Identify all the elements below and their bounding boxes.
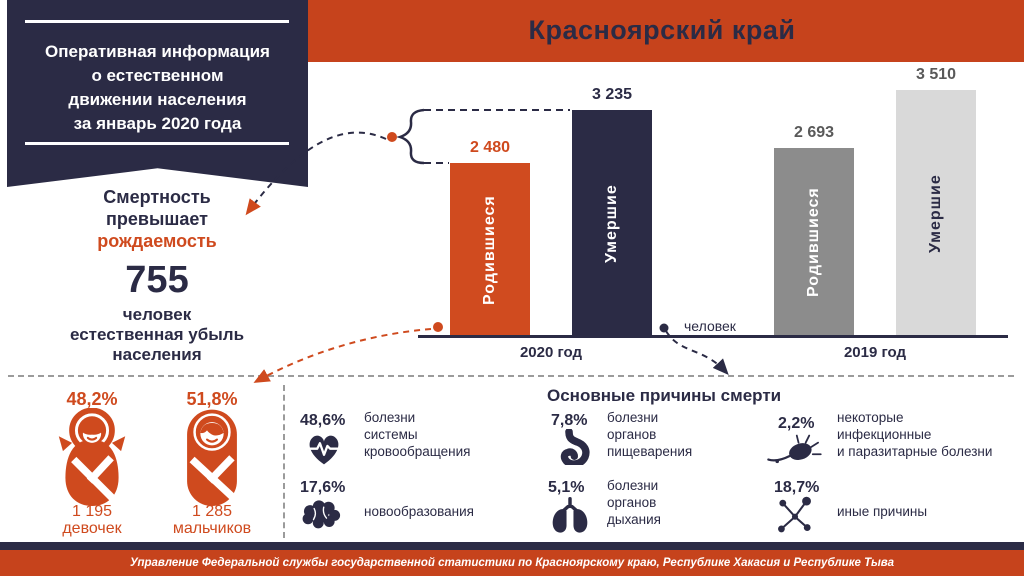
value-born-2019: 2 693: [793, 124, 835, 141]
cause-6-label: иные причины: [837, 504, 928, 519]
unit-label: человек: [684, 318, 736, 334]
girls-label: девочек: [62, 520, 122, 537]
value-died-2019: 3 510: [915, 66, 957, 83]
summary-highlight: рождаемость: [97, 231, 217, 251]
ribbon-text: Оперативная информация о естественном дв…: [45, 42, 270, 133]
boys-percent: 51,8%: [186, 389, 238, 409]
cause-3-percent: 7,8%: [551, 412, 588, 429]
chart-baseline: [418, 335, 1008, 338]
baby-girl-icon: [58, 408, 126, 506]
horizontal-divider: [8, 375, 1014, 377]
bar-died-2019-label: Умершие: [927, 174, 944, 253]
brain-icon: [302, 500, 341, 529]
cause-1-percent: 48,6%: [300, 412, 346, 429]
cause-5-percent: 2,2%: [778, 415, 815, 432]
heart-ecg-icon: [307, 435, 341, 465]
top-band: [300, 0, 1024, 62]
cause-3-label: болезни органов пищеварения: [607, 410, 693, 459]
bar-died-2020: Умершие: [572, 110, 652, 337]
microbe-icon: [767, 434, 822, 464]
year-2019-label: 2019 год: [843, 344, 907, 361]
girls-count: 1 195: [71, 503, 113, 520]
value-born-2020: 2 480: [469, 139, 511, 156]
summary-subtext: человек естественная убыль населения: [69, 305, 245, 364]
cause-4-label: болезни органов дыхания: [607, 478, 661, 527]
bar-died-2020-label: Умершие: [603, 184, 620, 263]
molecule-icon: [778, 496, 811, 533]
baby-boy-icon: [187, 409, 240, 506]
value-died-2020: 3 235: [591, 86, 633, 103]
bar-born-2019-label: Родившиеся: [805, 187, 822, 298]
info-ribbon: Оперативная информация о естественном дв…: [7, 0, 308, 187]
bar-born-2019: Родившиеся: [774, 148, 854, 337]
cause-6-percent: 18,7%: [774, 479, 820, 496]
stomach-icon: [560, 429, 590, 465]
causes-title: Основные причины смерти: [547, 386, 782, 405]
cause-1-label: болезни системы кровообращения: [364, 410, 471, 459]
lungs-icon: [552, 497, 588, 533]
summary-headline: Смертность превышает: [103, 187, 211, 229]
boys-label: мальчиков: [172, 520, 252, 537]
cause-2-percent: 17,6%: [300, 479, 346, 496]
bottom-strip: [0, 542, 1024, 550]
footer-text: Управление Федеральной службы государств…: [129, 557, 894, 569]
boys-count: 1 285: [191, 503, 233, 520]
cause-5-label: некоторые инфекционные и паразитарные бо…: [837, 410, 993, 459]
cause-4-percent: 5,1%: [548, 479, 585, 496]
year-2020-label: 2020 год: [519, 344, 583, 361]
ribbon-rule-bottom: [25, 142, 289, 145]
ribbon-rule-top: [25, 20, 289, 23]
bar-died-2019: Умершие: [896, 90, 976, 337]
page-title: Красноярский край: [528, 15, 796, 45]
bar-born-2020: Родившиеся: [450, 163, 530, 337]
vertical-divider: [283, 385, 285, 538]
summary-number: 755: [125, 259, 189, 301]
girls-percent: 48,2%: [66, 389, 118, 409]
cause-2-label: новообразования: [364, 504, 474, 519]
footer-band: Управление Федеральной службы государств…: [0, 550, 1024, 576]
bar-born-2020-label: Родившиеся: [481, 195, 498, 305]
curly-brace: [396, 108, 425, 165]
summary-block: Смертность превышает рождаемость 755 чел…: [12, 186, 302, 365]
